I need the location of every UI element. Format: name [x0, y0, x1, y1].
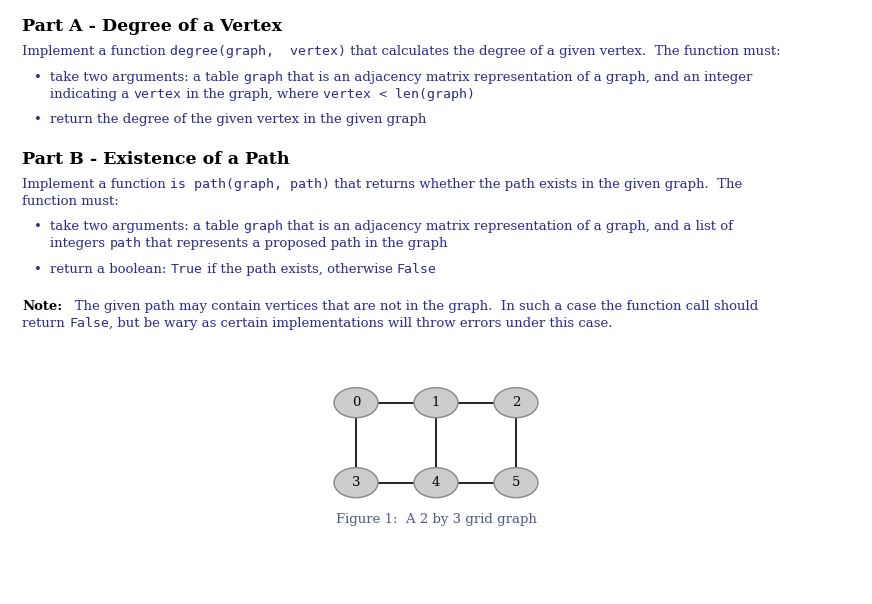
Text: return: return [22, 317, 69, 330]
Text: that calculates the degree of a given vertex.  The function must:: that calculates the degree of a given ve… [346, 45, 780, 58]
Text: True: True [171, 263, 202, 276]
Text: Part B - Existence of a Path: Part B - Existence of a Path [22, 150, 290, 167]
Text: 4: 4 [432, 476, 440, 489]
Ellipse shape [494, 388, 538, 418]
Ellipse shape [494, 467, 538, 498]
Text: , but be wary as certain implementations will throw errors under this case.: , but be wary as certain implementations… [109, 317, 612, 330]
Text: in the graph, where: in the graph, where [181, 88, 323, 101]
Text: •: • [34, 71, 42, 84]
Text: indicating a: indicating a [50, 88, 133, 101]
Text: Part A - Degree of a Vertex: Part A - Degree of a Vertex [22, 18, 282, 35]
Text: if the path exists, otherwise: if the path exists, otherwise [202, 263, 397, 276]
Text: False: False [69, 317, 109, 330]
Text: 0: 0 [351, 396, 360, 409]
Text: False: False [397, 263, 437, 276]
Text: 3: 3 [351, 476, 360, 489]
Text: The given path may contain vertices that are not in the graph.  In such a case t: The given path may contain vertices that… [62, 300, 759, 313]
Text: Implement a function: Implement a function [22, 45, 170, 58]
Text: function must:: function must: [22, 195, 119, 208]
Text: return the degree of the given vertex in the given graph: return the degree of the given vertex in… [50, 113, 426, 126]
Text: take two arguments: a table: take two arguments: a table [50, 220, 243, 233]
Ellipse shape [414, 467, 458, 498]
Text: 2: 2 [512, 396, 521, 409]
Text: vertex: vertex [133, 88, 181, 101]
Text: that returns whether the path exists in the given graph.  The: that returns whether the path exists in … [330, 178, 742, 191]
Text: integers: integers [50, 237, 109, 250]
Text: that is an adjacency matrix representation of a graph, and an integer: that is an adjacency matrix representati… [283, 71, 753, 84]
Ellipse shape [414, 388, 458, 418]
Text: is path(graph, path): is path(graph, path) [170, 178, 330, 191]
Text: •: • [34, 220, 42, 233]
Text: degree(graph,  vertex): degree(graph, vertex) [170, 45, 346, 58]
Text: •: • [34, 263, 42, 276]
Text: vertex < len(graph): vertex < len(graph) [323, 88, 474, 101]
Text: return a boolean:: return a boolean: [50, 263, 171, 276]
Text: path: path [109, 237, 141, 250]
Ellipse shape [334, 388, 378, 418]
Text: Figure 1:  A 2 by 3 grid graph: Figure 1: A 2 by 3 grid graph [336, 513, 536, 525]
Text: 5: 5 [512, 476, 521, 489]
Text: that is an adjacency matrix representation of a graph, and a list of: that is an adjacency matrix representati… [283, 220, 733, 233]
Text: 1: 1 [432, 396, 440, 409]
Text: Note:: Note: [22, 300, 62, 313]
Text: graph: graph [243, 220, 283, 233]
Text: graph: graph [243, 71, 283, 84]
Text: take two arguments: a table: take two arguments: a table [50, 71, 243, 84]
Text: Implement a function: Implement a function [22, 178, 170, 191]
Text: that represents a proposed path in the graph: that represents a proposed path in the g… [141, 237, 447, 250]
Text: •: • [34, 113, 42, 126]
Ellipse shape [334, 467, 378, 498]
